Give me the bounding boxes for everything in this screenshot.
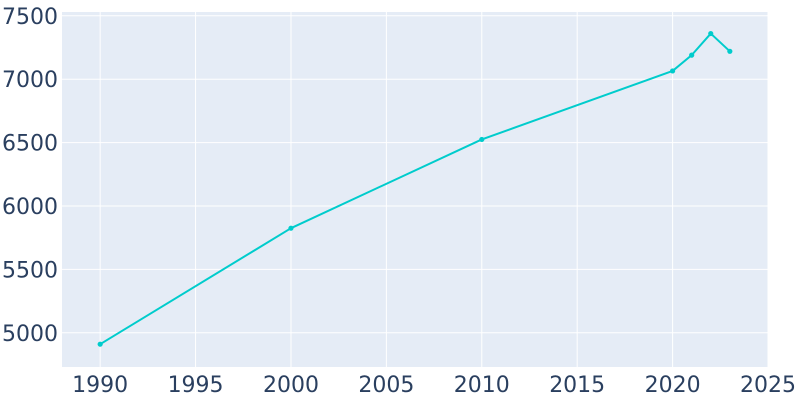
x-tick-label: 2020 <box>645 373 701 398</box>
x-tick-label: 1990 <box>72 373 128 398</box>
data-point <box>97 341 103 347</box>
data-point <box>479 136 485 143</box>
series <box>97 30 733 347</box>
data-point <box>288 225 294 231</box>
y-tick-label: 6500 <box>2 132 58 157</box>
y-tick-label: 7000 <box>2 68 58 93</box>
x-tick-label: 2010 <box>454 373 510 398</box>
x-tick-label: 1995 <box>168 373 224 398</box>
x-tick-label: 2015 <box>549 373 605 398</box>
x-tick-label: 2000 <box>263 373 319 398</box>
data-point <box>727 48 733 54</box>
plot-background <box>62 12 768 367</box>
y-tick-label: 5000 <box>2 322 58 347</box>
x-tick-label: 2025 <box>740 373 796 398</box>
y-tick-label: 7500 <box>2 5 58 30</box>
y-tick-label: 6000 <box>2 195 58 220</box>
data-point <box>689 52 695 58</box>
y-tick-label: 5500 <box>2 258 58 283</box>
x-axis: 1990 1995 2000 2005 2010 2015 2020 2025 <box>72 373 796 398</box>
x-tick-label: 2005 <box>358 373 414 398</box>
data-point <box>669 68 676 74</box>
data-point <box>708 30 714 37</box>
y-axis: 5000 5500 6000 6500 7000 7500 <box>2 5 58 347</box>
